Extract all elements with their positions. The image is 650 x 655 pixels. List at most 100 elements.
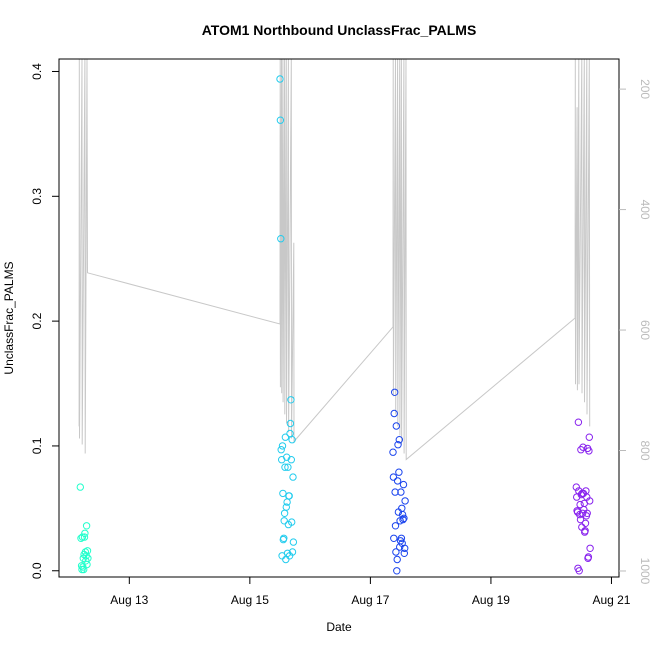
y-tick-label-4: 0.3 — [30, 188, 44, 205]
data-point-s4-34 — [586, 544, 594, 552]
plot-layer — [76, 59, 594, 575]
data-point-s1-2 — [77, 534, 85, 542]
data-point-s3-13 — [394, 441, 402, 449]
chart-title: ATOM1 Northbound UnclassFrac_PALMS — [202, 22, 477, 38]
data-point-s3-2 — [389, 473, 398, 481]
data-point-s2-26 — [286, 419, 295, 428]
data-point-s2-3 — [277, 235, 285, 243]
data-point-s2-29 — [288, 518, 296, 526]
x-tick-label-2: Aug 15 — [231, 593, 269, 607]
data-point-s4-27 — [583, 509, 591, 517]
data-point-s3-6 — [391, 488, 399, 496]
data-point-s2-7 — [278, 442, 287, 450]
data-point-s3-27 — [400, 514, 408, 522]
data-point-s3-15 — [395, 468, 403, 476]
data-point-s3-12 — [393, 477, 402, 485]
data-point-s4-16 — [578, 509, 587, 517]
data-point-s4-8 — [575, 567, 583, 575]
y2-tick-label-3: 600 — [638, 320, 650, 340]
y2-tick-label-1: 200 — [638, 79, 650, 99]
data-point-s2-15 — [282, 555, 290, 564]
data-point-s3-28 — [400, 549, 408, 557]
data-point-s3-4 — [390, 409, 398, 418]
data-point-s4-11 — [576, 515, 585, 524]
data-point-s3-22 — [398, 504, 406, 512]
data-point-s2-4 — [277, 446, 285, 454]
data-point-s1-18 — [84, 554, 92, 562]
data-point-s2-28 — [287, 456, 295, 464]
data-point-s1-1 — [76, 483, 85, 491]
data-point-s4-22 — [581, 527, 589, 535]
data-point-s2-11 — [280, 517, 288, 525]
y-tick-label-2: 0.1 — [30, 437, 44, 454]
data-point-s3-21 — [397, 534, 406, 542]
data-point-s2-23 — [285, 492, 293, 500]
x-tick-label-3: Aug 17 — [351, 593, 389, 607]
data-point-s1-13 — [82, 557, 90, 565]
data-point-s2-32 — [289, 473, 297, 481]
data-point-s1-15 — [82, 522, 91, 530]
data-point-s2-13 — [281, 463, 289, 471]
data-point-s1-11 — [81, 529, 89, 537]
data-point-s2-10 — [280, 534, 288, 542]
data-point-s2-19 — [283, 549, 292, 557]
data-point-s4-23 — [581, 519, 590, 527]
y2-tick-label-5: 1000 — [638, 558, 650, 585]
x-axis-label: Date — [326, 620, 352, 634]
y-tick-label-5: 0.4 — [30, 63, 44, 80]
data-point-s3-8 — [392, 548, 400, 556]
x-tick-label-5: Aug 21 — [592, 593, 630, 607]
data-point-s4-10 — [576, 500, 584, 509]
data-point-s4-30 — [584, 553, 593, 561]
x-tick-label-1: Aug 13 — [110, 593, 148, 607]
y2-tick-label-4: 800 — [638, 440, 650, 460]
y-tick-label-1: 0.0 — [30, 562, 44, 579]
data-point-s4-1 — [572, 483, 580, 491]
data-point-s3-11 — [393, 555, 401, 564]
data-point-s4-33 — [586, 497, 594, 505]
data-point-s3-20 — [397, 488, 405, 496]
data-point-s3-5 — [391, 388, 399, 396]
data-point-s4-31 — [585, 447, 593, 455]
data-point-s3-10 — [393, 567, 401, 575]
data-point-s3-26 — [399, 480, 408, 489]
data-point-s3-24 — [398, 510, 407, 519]
data-point-s2-27 — [287, 396, 295, 404]
data-point-s3-29 — [401, 544, 409, 552]
data-point-s2-30 — [288, 436, 296, 444]
data-point-s4-12 — [577, 446, 585, 454]
data-point-s2-31 — [288, 548, 297, 556]
data-point-s4-19 — [580, 505, 588, 514]
data-point-s3-25 — [399, 515, 407, 524]
data-point-s1-3 — [77, 562, 86, 570]
data-point-s1-8 — [80, 565, 88, 574]
data-point-s3-1 — [389, 448, 397, 456]
data-point-s4-4 — [573, 508, 582, 516]
secondary-series-line — [78, 59, 591, 461]
plot-frame — [58, 58, 620, 578]
y2-tick-label-2: 400 — [638, 200, 650, 220]
data-point-s1-5 — [78, 533, 87, 541]
data-point-s4-6 — [574, 418, 583, 426]
data-point-s3-7 — [391, 522, 400, 530]
data-point-s2-12 — [280, 509, 289, 517]
data-point-s3-3 — [390, 534, 398, 542]
data-point-s2-2 — [276, 116, 285, 124]
y-tick-label-3: 0.2 — [30, 312, 44, 329]
axes-layer: Aug 13 Aug 15 Aug 17 Aug 19 Aug 21 0.0 0.1 0.2 0… — [30, 63, 650, 607]
data-point-s2-20 — [284, 463, 292, 471]
data-point-s1-17 — [83, 547, 92, 555]
data-point-s2-25 — [286, 429, 294, 438]
data-point-s3-9 — [392, 422, 400, 430]
data-point-s2-16 — [282, 503, 290, 511]
data-point-s3-16 — [395, 436, 403, 444]
y-axis-label: UnclassFrac_PALMS — [2, 261, 16, 374]
data-point-s2-14 — [281, 433, 290, 441]
data-point-s3-30 — [401, 497, 409, 505]
data-point-s1-10 — [80, 533, 89, 541]
data-point-s2-1 — [276, 75, 284, 83]
data-point-s4-32 — [585, 433, 593, 441]
x-tick-label-4: Aug 19 — [472, 593, 510, 607]
